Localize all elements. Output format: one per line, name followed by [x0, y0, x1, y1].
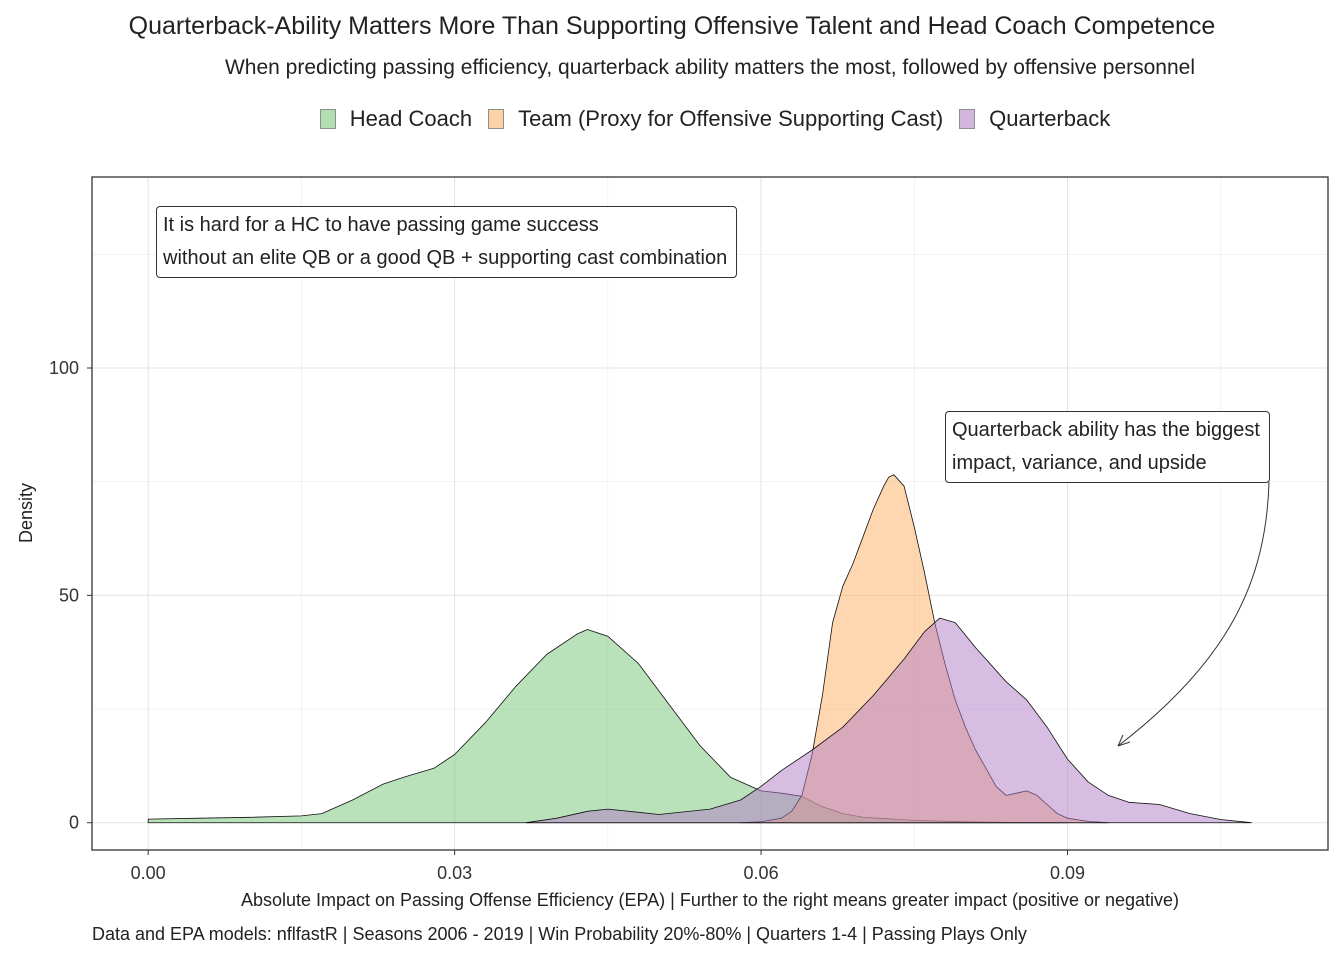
legend-item-quarterback: Quarterback — [959, 106, 1110, 132]
x-tick-label: 0.09 — [1050, 863, 1085, 883]
annotation-arrowhead — [1117, 734, 1131, 747]
legend-label-head-coach: Head Coach — [349, 106, 473, 131]
annotation-head-coach: It is hard for a HC to have passing game… — [156, 206, 738, 278]
x-tick-label: 0.06 — [744, 863, 779, 883]
y-tick-label: 0 — [69, 813, 79, 833]
legend-key-team — [488, 109, 505, 129]
x-tick-label: 0.03 — [437, 863, 472, 883]
density-area-quarterback — [525, 617, 1252, 824]
annotation-head-coach-line-1: It is hard for a HC to have passing game… — [163, 214, 599, 236]
axes: 0.00 0.03 0.06 0.09 0 50 100 — [49, 358, 1085, 883]
legend-item-head-coach: Head Coach — [319, 106, 473, 132]
y-tick-label: 50 — [59, 585, 79, 605]
annotation-quarterback-line-1: Quarterback ability has the biggest — [952, 419, 1260, 441]
legend-item-team: Team (Proxy for Offensive Supporting Cas… — [488, 106, 943, 132]
legend-label-quarterback: Quarterback — [989, 106, 1111, 131]
x-tick-label: 0.00 — [131, 863, 166, 883]
annotation-quarterback-line-2: impact, variance, and upside — [952, 452, 1207, 474]
grid-lines — [92, 177, 1328, 850]
chart-caption: Data and EPA models: nflfastR | Seasons … — [92, 924, 1027, 944]
plot-border — [91, 176, 1329, 851]
annotation-arrow — [1117, 481, 1270, 747]
y-tick-label: 100 — [49, 358, 79, 378]
density-areas — [147, 474, 1252, 824]
annotation-quarterback: Quarterback ability has the biggest impa… — [945, 411, 1270, 483]
legend: Head Coach Team (Proxy for Offensive Sup… — [0, 106, 1344, 132]
legend-key-head-coach — [319, 109, 336, 129]
legend-key-quarterback — [959, 109, 976, 129]
annotation-head-coach-line-2: without an elite QB or a good QB + suppo… — [163, 247, 728, 269]
chart-title: Quarterback-Ability Matters More Than Su… — [128, 12, 1216, 40]
y-axis-title: Density — [16, 483, 36, 543]
x-axis-title: Absolute Impact on Passing Offense Effic… — [241, 890, 1179, 910]
chart-subtitle: When predicting passing efficiency, quar… — [224, 56, 1195, 79]
legend-label-team: Team (Proxy for Offensive Supporting Cas… — [518, 106, 944, 131]
